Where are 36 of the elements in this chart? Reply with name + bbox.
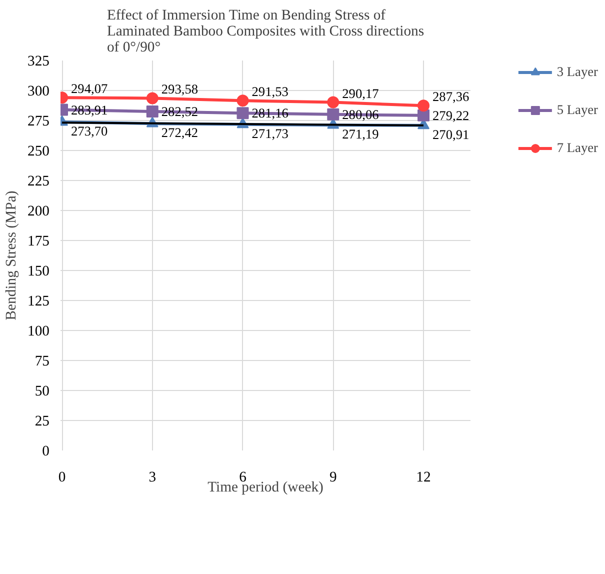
y-tick-label: 200	[28, 204, 50, 220]
data-label: 291,53	[252, 84, 289, 100]
data-label: 287,36	[432, 89, 470, 104]
data-label: 272,42	[161, 125, 198, 140]
data-label: 293,58	[161, 82, 198, 97]
y-axis-title: Bending Stress (MPa)	[4, 190, 20, 320]
data-label: 279,22	[432, 108, 470, 123]
y-tick-label: 275	[28, 114, 50, 130]
data-label: 290,17	[342, 86, 380, 101]
x-tick-label: 9	[329, 470, 337, 486]
y-tick-label: 0	[42, 444, 50, 460]
y-tick-label: 325	[28, 54, 50, 70]
chart-title: Effect of Immersion Time on Bending Stress of Laminated Bamboo Composites with Cross directions of 0°/90°	[106, 8, 424, 56]
legend-label: 3 Layer	[556, 64, 598, 80]
legend-label: 5 Layer	[556, 102, 598, 118]
y-tick-label: 175	[28, 234, 50, 250]
data-label: 271,19	[342, 126, 380, 142]
y-tick-label: 75	[34, 354, 50, 370]
data-label: 294,07	[71, 81, 108, 96]
y-tick-label: 25	[34, 414, 50, 430]
y-tick-label: 225	[28, 174, 50, 190]
y-tick-label: 125	[28, 294, 50, 310]
x-tick-label: 3	[148, 470, 156, 486]
x-tick-label: 0	[58, 470, 66, 486]
y-tick-label: 300	[28, 84, 50, 100]
x-tick-label: 12	[416, 470, 431, 486]
y-tick-label: 250	[28, 144, 50, 160]
data-label: 270,91	[432, 126, 470, 142]
data-label: 271,73	[252, 126, 289, 141]
data-label: 283,91	[71, 102, 108, 118]
x-tick-label: 6	[239, 470, 246, 486]
data-label: 273,70	[71, 124, 108, 139]
y-tick-label: 150	[28, 264, 50, 280]
y-tick-label: 50	[34, 384, 50, 400]
legend-label: 7 Layer	[556, 140, 598, 156]
y-tick-label: 100	[28, 324, 50, 340]
